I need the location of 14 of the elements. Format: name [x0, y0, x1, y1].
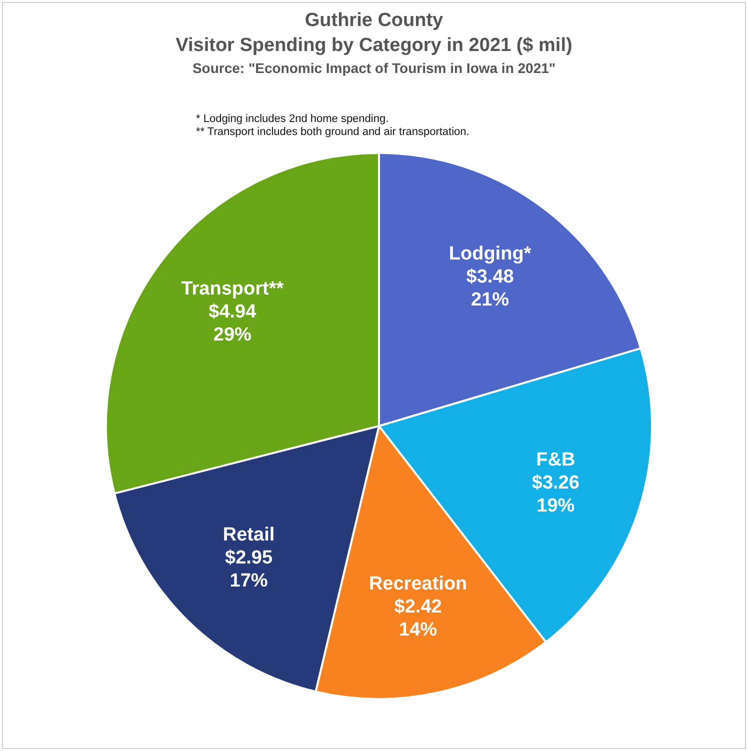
slice-label: F&B: [536, 449, 576, 470]
source-note: Source: "Economic Impact of Tourism in Iowa in 2021": [191, 60, 557, 76]
data-label: $2.95 17%: [224, 548, 273, 592]
chart-title: Guthrie County Visitor Spending by Category in 2021 ($ mil): [174, 9, 574, 58]
text: * Lodging includes 2nd home spending.: [196, 113, 390, 126]
slice-label: Retail: [222, 524, 275, 546]
slice-label: Transport**: [181, 278, 284, 300]
slice-label: Lodging*: [448, 243, 532, 264]
data-label: $4.94 29%: [208, 301, 257, 346]
data-label: $3.26 19%: [532, 472, 580, 516]
data-label: $3.48 21%: [466, 266, 514, 310]
text: ** Transport includes both ground and air transportation.: [196, 126, 470, 139]
slice-label: Recreation: [368, 574, 468, 595]
data-label: $2.42 14%: [394, 596, 442, 641]
